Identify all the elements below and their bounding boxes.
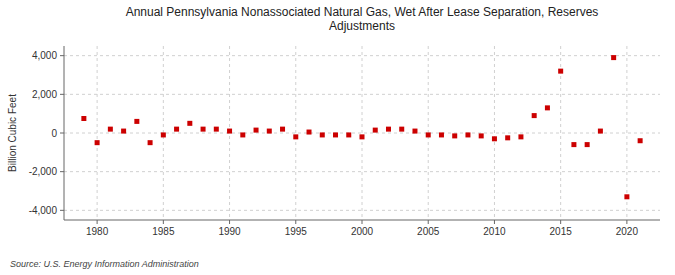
point — [571, 142, 576, 147]
y-tick-label: 0 — [51, 128, 57, 139]
point — [187, 121, 192, 126]
point — [148, 140, 153, 145]
point — [267, 129, 272, 134]
x-grid-line — [494, 46, 495, 220]
point — [108, 127, 113, 132]
x-tick — [229, 220, 230, 224]
point — [174, 127, 179, 132]
title-line: Annual Pennsylvania Nonassociated Natura… — [126, 5, 599, 19]
point — [426, 132, 431, 137]
title: Annual Pennsylvania Nonassociated Natura… — [126, 5, 599, 33]
point — [545, 105, 550, 110]
point — [412, 129, 417, 134]
x-grid-line — [626, 46, 627, 220]
y-tick — [60, 210, 64, 211]
x-tick — [428, 220, 429, 224]
point — [214, 127, 219, 132]
y-tick-label: -4,000 — [29, 205, 58, 216]
y-axis-label: Billion Cubic Feet — [7, 94, 18, 172]
plot-area — [64, 46, 660, 220]
point — [585, 142, 590, 147]
x-tick-label: 2010 — [483, 226, 506, 237]
tick-labels: -4,000 -2,000 0 2,000 4,000 1980 1985 1990 1995 2… — [29, 50, 639, 237]
y-tick — [60, 55, 64, 56]
point — [240, 132, 245, 137]
y-tick-label: 2,000 — [32, 89, 57, 100]
point — [280, 127, 285, 132]
point — [320, 132, 325, 137]
x-tick — [163, 220, 164, 224]
x-tick — [362, 220, 363, 224]
x-tick — [494, 220, 495, 224]
y-tick — [60, 94, 64, 95]
point — [558, 69, 563, 74]
x-tick-label: 1985 — [152, 226, 175, 237]
x-tick-label: 1990 — [218, 226, 241, 237]
point — [333, 132, 338, 137]
point — [452, 133, 457, 138]
grid — [60, 46, 660, 224]
x-tick-label: 2000 — [351, 226, 374, 237]
point — [518, 134, 523, 139]
point — [134, 119, 139, 124]
y-tick-label: 4,000 — [32, 50, 57, 61]
point — [492, 136, 497, 141]
x-axis-line — [64, 220, 660, 221]
chart: Annual Pennsylvania Nonassociated Natura… — [0, 0, 675, 275]
point — [254, 128, 259, 133]
point — [505, 135, 510, 140]
x-tick-label: 1980 — [86, 226, 109, 237]
point — [360, 134, 365, 139]
x-grid-line — [97, 46, 98, 220]
point — [598, 129, 603, 134]
point — [439, 132, 444, 137]
point — [532, 113, 537, 118]
point — [201, 127, 206, 132]
point — [346, 132, 351, 137]
x-tick-label: 1995 — [285, 226, 308, 237]
point — [121, 129, 126, 134]
point — [624, 194, 629, 199]
point — [386, 127, 391, 132]
y-tick — [60, 133, 64, 134]
point — [81, 116, 86, 121]
marks — [81, 55, 642, 199]
point — [638, 138, 643, 143]
y-tick-label: -2,000 — [29, 166, 58, 177]
x-tick-label: 2015 — [550, 226, 573, 237]
y-grid-line — [64, 55, 660, 56]
x-tick-label: 2005 — [417, 226, 440, 237]
x-tick — [626, 220, 627, 224]
x-grid-line — [295, 46, 296, 220]
point — [293, 134, 298, 139]
x-tick — [295, 220, 296, 224]
point — [611, 55, 616, 60]
x-grid-line — [362, 46, 363, 220]
point — [227, 129, 232, 134]
source-note: Source: U.S. Energy Information Administ… — [10, 259, 199, 269]
point — [465, 132, 470, 137]
x-tick — [97, 220, 98, 224]
point — [373, 128, 378, 133]
point — [479, 133, 484, 138]
point — [95, 140, 100, 145]
y-tick — [60, 171, 64, 172]
point — [399, 127, 404, 132]
x-tick-label: 2020 — [616, 226, 639, 237]
title-line: Adjustments — [329, 19, 395, 33]
x-tick — [560, 220, 561, 224]
point — [307, 130, 312, 135]
point — [161, 132, 166, 137]
y-axis-line — [64, 46, 65, 220]
